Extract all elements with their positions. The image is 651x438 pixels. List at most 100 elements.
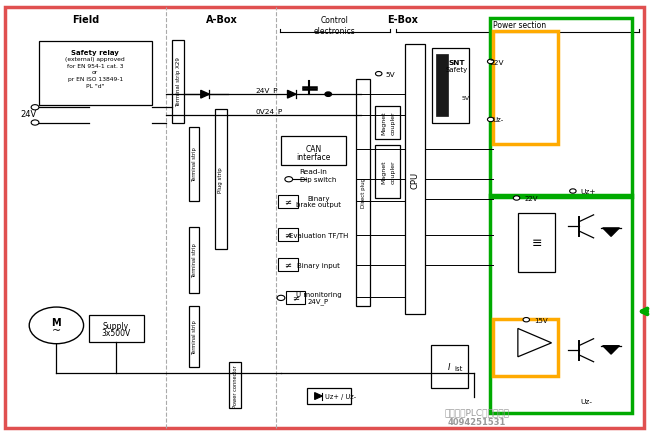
Text: CPU: CPU bbox=[411, 171, 419, 188]
Text: 0V24_P: 0V24_P bbox=[255, 108, 283, 114]
Text: Uz-: Uz- bbox=[581, 398, 592, 404]
Text: Direct plug: Direct plug bbox=[361, 178, 366, 208]
Text: Power connector: Power connector bbox=[232, 364, 238, 407]
Text: 22V: 22V bbox=[524, 195, 538, 201]
Text: I: I bbox=[448, 362, 450, 371]
Text: Control
electronics: Control electronics bbox=[314, 16, 355, 35]
Circle shape bbox=[514, 196, 519, 201]
Text: Power section: Power section bbox=[493, 21, 546, 30]
Bar bbox=[215, 110, 227, 250]
Text: (external) approved: (external) approved bbox=[65, 57, 125, 62]
Circle shape bbox=[29, 307, 83, 344]
Circle shape bbox=[488, 118, 494, 122]
Bar bbox=[356, 80, 370, 306]
Bar bbox=[436, 55, 448, 117]
Circle shape bbox=[488, 60, 494, 64]
Text: Read-in: Read-in bbox=[299, 169, 327, 175]
Text: 15V: 15V bbox=[534, 317, 547, 323]
Bar bbox=[39, 42, 152, 106]
Text: Binary: Binary bbox=[307, 195, 330, 201]
Text: M: M bbox=[51, 318, 61, 328]
Text: 24V: 24V bbox=[21, 110, 37, 119]
Text: Plug strip: Plug strip bbox=[218, 167, 223, 193]
Text: Evaluation TF/TH: Evaluation TF/TH bbox=[289, 233, 348, 239]
Text: ≠: ≠ bbox=[292, 293, 299, 302]
Bar bbox=[229, 363, 241, 408]
Circle shape bbox=[285, 177, 293, 183]
Polygon shape bbox=[603, 228, 620, 237]
Text: ist: ist bbox=[454, 365, 463, 371]
Text: coupler: coupler bbox=[391, 160, 396, 184]
Bar bbox=[279, 229, 298, 242]
Text: ≠: ≠ bbox=[284, 231, 292, 240]
Text: Supply: Supply bbox=[103, 321, 129, 331]
Text: U monitoring: U monitoring bbox=[296, 291, 341, 297]
Bar bbox=[189, 228, 199, 293]
Bar bbox=[431, 345, 468, 388]
Bar bbox=[493, 32, 558, 145]
Circle shape bbox=[31, 120, 39, 126]
Text: Dip switch: Dip switch bbox=[300, 177, 337, 183]
Text: 24V_P: 24V_P bbox=[255, 87, 278, 94]
Text: Safety: Safety bbox=[445, 67, 467, 73]
Circle shape bbox=[277, 296, 285, 301]
Bar bbox=[376, 146, 400, 198]
Text: for EN 954-1 cat. 3: for EN 954-1 cat. 3 bbox=[67, 64, 124, 69]
Bar bbox=[490, 195, 632, 413]
Text: ≡: ≡ bbox=[531, 237, 542, 249]
Polygon shape bbox=[603, 346, 620, 354]
Circle shape bbox=[376, 72, 382, 77]
Text: 24V_P: 24V_P bbox=[308, 297, 329, 304]
Polygon shape bbox=[518, 328, 551, 357]
Bar bbox=[286, 291, 305, 304]
Bar bbox=[279, 258, 298, 271]
Text: 4094251531: 4094251531 bbox=[448, 417, 506, 426]
Text: ~: ~ bbox=[52, 325, 61, 335]
Bar bbox=[279, 195, 298, 209]
Text: Terminal strip: Terminal strip bbox=[192, 147, 197, 182]
Text: Magnet: Magnet bbox=[381, 111, 387, 135]
Circle shape bbox=[31, 106, 39, 111]
Text: 机器人及PLC自动化应用: 机器人及PLC自动化应用 bbox=[445, 407, 510, 416]
Bar bbox=[376, 107, 400, 140]
Text: Field: Field bbox=[72, 15, 99, 25]
Bar bbox=[518, 213, 555, 272]
Bar bbox=[281, 136, 346, 166]
Text: Terminal strip X29: Terminal strip X29 bbox=[176, 57, 180, 107]
Text: SNT: SNT bbox=[448, 60, 465, 66]
Text: Uz+ / Uz-: Uz+ / Uz- bbox=[325, 393, 356, 399]
Text: 5V: 5V bbox=[462, 95, 470, 100]
Text: Terminal strip: Terminal strip bbox=[192, 243, 197, 278]
Text: coupler: coupler bbox=[391, 111, 396, 135]
Text: Magnet: Magnet bbox=[381, 160, 387, 184]
Polygon shape bbox=[201, 91, 210, 99]
Text: pr EN ISO 13849-1: pr EN ISO 13849-1 bbox=[68, 77, 123, 82]
Text: or: or bbox=[92, 70, 98, 75]
Bar bbox=[490, 19, 632, 197]
Circle shape bbox=[325, 93, 331, 97]
Bar bbox=[432, 48, 469, 123]
Text: 5V: 5V bbox=[385, 71, 395, 78]
Text: CAN: CAN bbox=[305, 145, 322, 153]
Bar bbox=[307, 389, 351, 404]
Text: ≠: ≠ bbox=[284, 198, 292, 206]
Text: Terminal strip: Terminal strip bbox=[192, 319, 197, 354]
Bar bbox=[173, 41, 184, 123]
Text: interface: interface bbox=[296, 152, 331, 161]
Text: Binary input: Binary input bbox=[297, 262, 340, 268]
Bar bbox=[493, 319, 558, 376]
Text: E-Box: E-Box bbox=[387, 15, 418, 25]
Text: brake output: brake output bbox=[296, 201, 341, 207]
Text: 22V: 22V bbox=[490, 60, 505, 66]
Text: 3x500V: 3x500V bbox=[102, 328, 131, 338]
Circle shape bbox=[523, 318, 529, 322]
Circle shape bbox=[570, 189, 576, 194]
Polygon shape bbox=[314, 392, 322, 399]
Polygon shape bbox=[288, 91, 296, 99]
Text: Safety relay: Safety relay bbox=[72, 50, 119, 56]
Bar bbox=[89, 316, 144, 342]
Text: Uz+: Uz+ bbox=[581, 189, 596, 194]
Bar bbox=[406, 45, 424, 315]
Text: ≠: ≠ bbox=[284, 260, 292, 269]
Text: A-Box: A-Box bbox=[206, 15, 238, 25]
